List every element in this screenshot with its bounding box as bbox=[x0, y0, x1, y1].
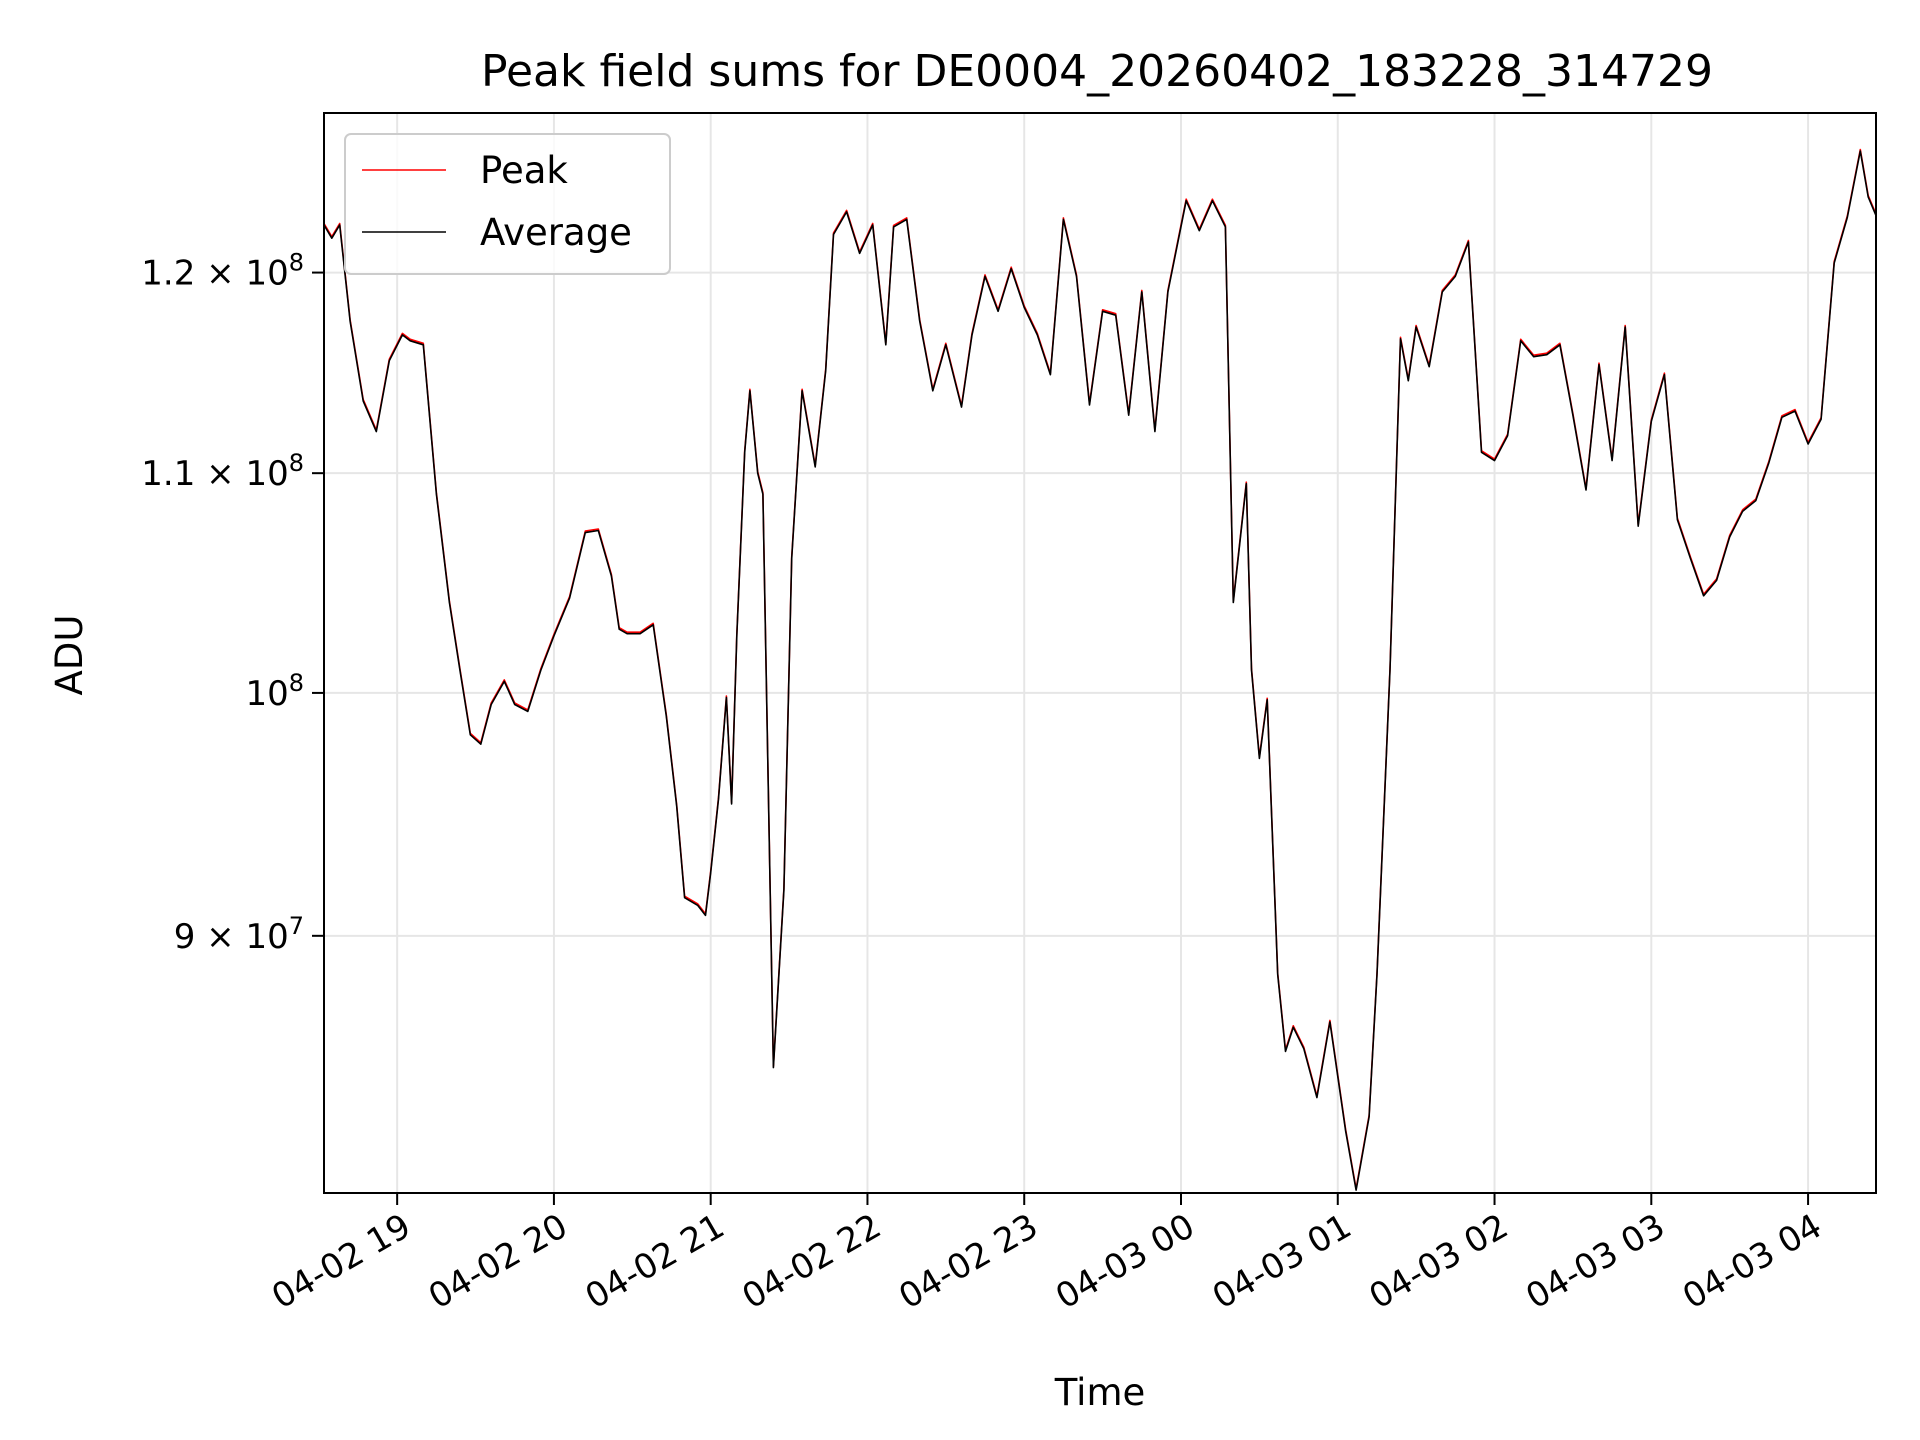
legend-box bbox=[344, 133, 671, 275]
y-tick-label: 1.2 × 108 bbox=[141, 249, 304, 294]
series-lines bbox=[323, 148, 1877, 1191]
y-tick-label: 9 × 107 bbox=[174, 912, 304, 957]
x-axis-title: Time bbox=[1054, 1371, 1146, 1414]
y-tick-label: 1.1 × 108 bbox=[141, 449, 304, 494]
legend-peak-label: Peak bbox=[480, 149, 568, 192]
y-axis-title: ADU bbox=[48, 615, 91, 696]
legend: Peak Average bbox=[344, 133, 671, 275]
y-tick-label: 108 bbox=[245, 669, 304, 714]
series-line-average bbox=[323, 150, 1877, 1191]
chart-title: Peak field sums for DE0004_20260402_1832… bbox=[481, 46, 1713, 97]
plot-frame bbox=[323, 112, 1877, 1194]
grid bbox=[324, 113, 1876, 1193]
legend-average-label: Average bbox=[480, 211, 632, 254]
